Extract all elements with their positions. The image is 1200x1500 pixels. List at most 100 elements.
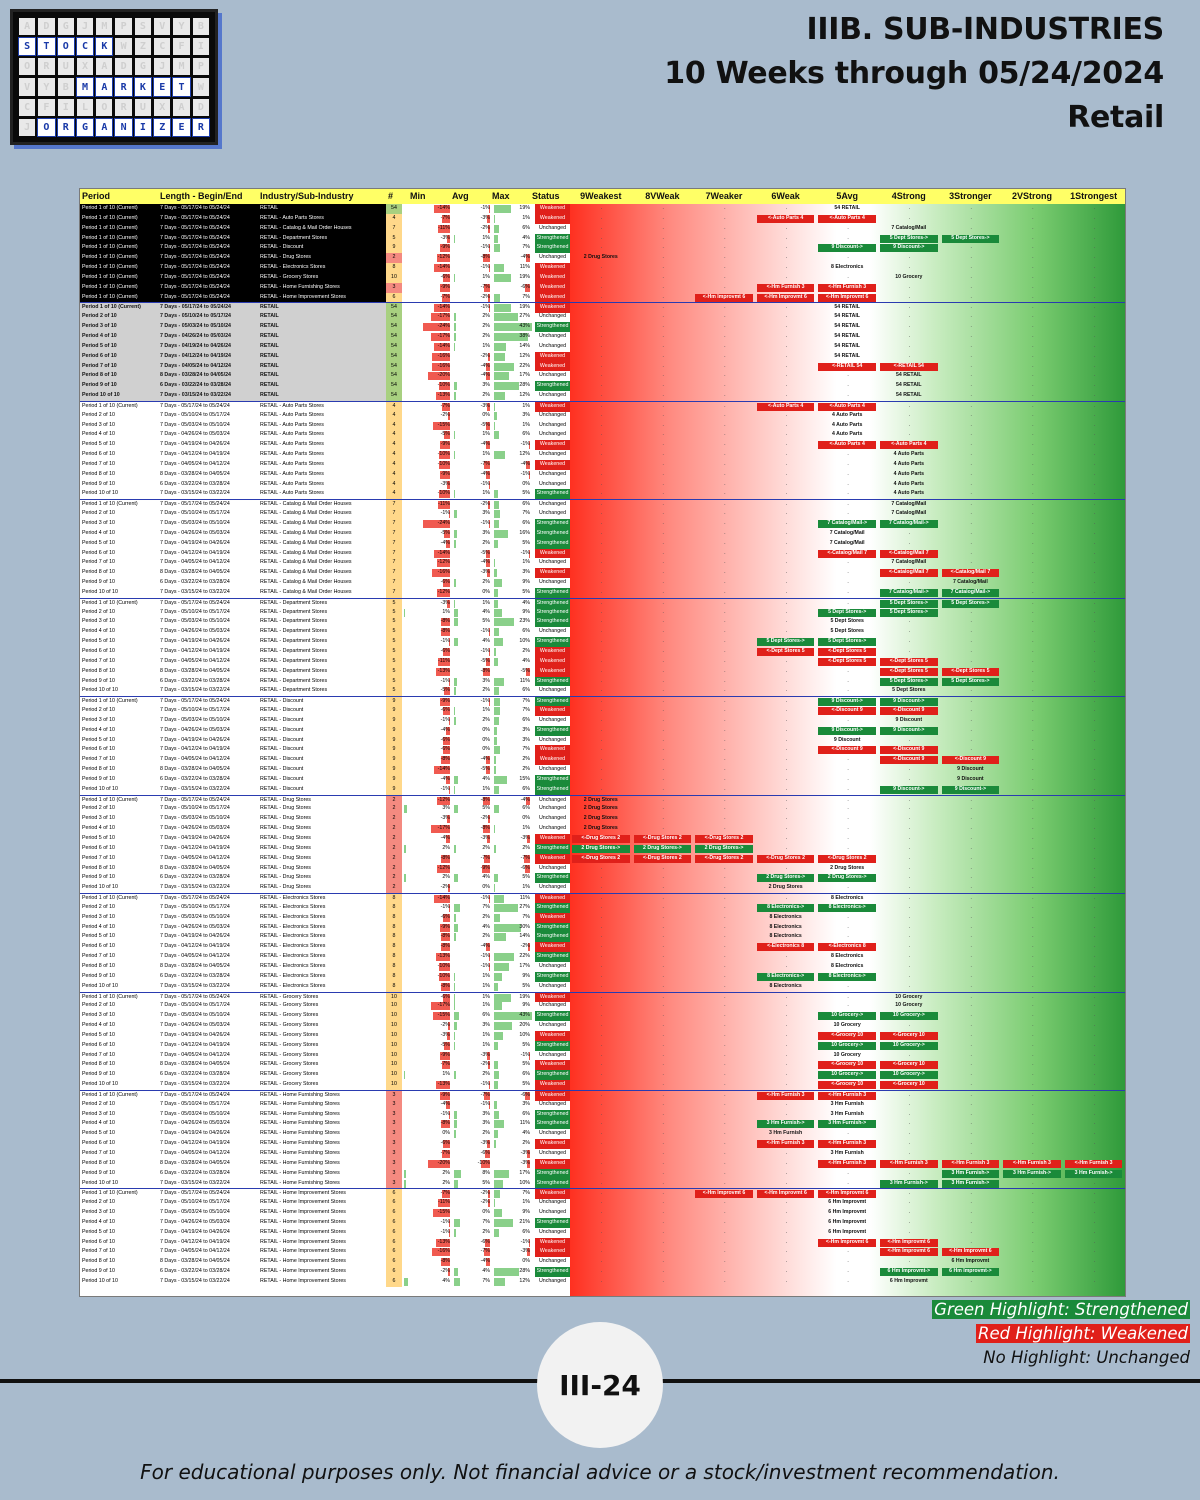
- value-bar: [454, 539, 456, 548]
- cell-max: 9%: [522, 972, 530, 979]
- value-bar: [494, 972, 502, 981]
- value-bar: [454, 716, 456, 725]
- cell-industry: RETAIL - Department Stores: [260, 647, 328, 654]
- rank-position-label: <-RETAIL 54: [880, 362, 938, 371]
- value-bar: [435, 1081, 450, 1090]
- empty-cell-dot: .: [724, 451, 726, 458]
- cell-avg: 8%: [482, 1169, 490, 1176]
- cell-length: 7 Days - 04/05/24 to 04/12/24: [160, 756, 230, 763]
- rank-position-label: 5 Dept Stores->: [880, 234, 938, 243]
- table-row: Period 6 of 10 7 Days - 04/12/24 to 04/19…: [80, 745, 1125, 756]
- empty-cell-dot: .: [600, 972, 603, 979]
- status-badge: Unchanged: [538, 411, 567, 418]
- cell-max: 5%: [522, 874, 530, 881]
- empty-cell-dot: .: [908, 1051, 911, 1058]
- cell-avg: -8%: [480, 667, 490, 674]
- empty-cell-dot: .: [600, 234, 603, 241]
- empty-cell-dot: .: [1032, 559, 1034, 566]
- logo-letter: O: [37, 117, 56, 137]
- empty-cell-dot: .: [662, 825, 665, 832]
- empty-cell-dot: .: [970, 805, 973, 812]
- value-bar: [494, 1071, 500, 1080]
- cell-industry: RETAIL - Grocery Stores: [260, 1031, 319, 1038]
- cell-period: Period 9 of 10: [82, 1071, 115, 1078]
- value-bar: [494, 372, 510, 381]
- cell-industry: RETAIL - Electronics Stores: [260, 913, 326, 920]
- table-row: Period 5 of 10 7 Days - 04/19/24 to 04/26…: [80, 1129, 1125, 1140]
- cell-industry: RETAIL - Drug Stores: [260, 854, 311, 861]
- cell-min: 2%: [442, 874, 450, 881]
- empty-cell-dot: .: [600, 687, 603, 694]
- empty-cell-dot: .: [847, 1179, 849, 1186]
- rank-position-label: 4 Auto Parts: [832, 421, 863, 428]
- cell-max: 6%: [522, 785, 530, 792]
- cell-count: 6: [386, 292, 402, 303]
- empty-cell-dot: .: [600, 874, 603, 881]
- cell-count: 8: [386, 981, 402, 992]
- empty-cell-dot: .: [1093, 874, 1096, 881]
- empty-cell-dot: .: [724, 588, 726, 595]
- table-row: Period 10 of 10 7 Days - 03/15/24 to 03/2…: [80, 1276, 1125, 1287]
- table-row: Period 7 of 10 7 Days - 04/05/24 to 04/12…: [80, 361, 1125, 372]
- status-badge: Unchanged: [538, 332, 567, 339]
- cell-period: Period 10 of 10: [80, 391, 160, 401]
- cell-min: -7%: [440, 1190, 450, 1197]
- cell-period: Period 7 of 10: [82, 1150, 115, 1156]
- empty-cell-dot: .: [724, 736, 726, 743]
- value-bar: [489, 1100, 490, 1109]
- cell-industry: RETAIL - Electronics Stores: [260, 933, 326, 940]
- value-bar: [494, 273, 511, 282]
- cell-period: Period 2 of 10: [82, 510, 115, 517]
- status-badge: Unchanged: [538, 579, 567, 586]
- cell-length: 7 Days - 05/17/24 to 05/24/24: [158, 243, 260, 254]
- empty-cell-dot: .: [847, 1130, 849, 1137]
- value-bar: [494, 1179, 503, 1188]
- value-bar: [448, 1218, 450, 1227]
- value-bar: [484, 1150, 490, 1158]
- industry-title: Retail: [1067, 100, 1164, 135]
- cell-industry: RETAIL: [258, 322, 388, 332]
- cell-avg: -8%: [480, 254, 490, 261]
- cell-min: -8%: [440, 854, 450, 861]
- cell-period: Period 3 of 10: [80, 322, 160, 332]
- cell-avg: -10%: [477, 1159, 490, 1166]
- value-bar: [454, 1169, 462, 1178]
- empty-cell-dot: .: [970, 304, 973, 311]
- cell-count: 5: [386, 656, 402, 667]
- empty-cell-dot: .: [1093, 1041, 1096, 1048]
- cell-min: -8%: [440, 628, 450, 635]
- cell-length: 6 Days - 03/22/24 to 03/28/24: [160, 775, 230, 782]
- empty-cell-dot: .: [662, 1041, 665, 1048]
- logo-filler-cell: W: [115, 38, 132, 56]
- value-bar: [494, 726, 497, 735]
- empty-cell-dot: .: [724, 411, 726, 418]
- rank-position-label: 9 Discount->: [941, 785, 1000, 794]
- empty-cell-dot: .: [600, 647, 603, 654]
- status-badge: Strengthened: [535, 1178, 570, 1189]
- cell-period: Period 8 of 10: [82, 470, 115, 477]
- cell-max: 5%: [522, 1061, 530, 1068]
- rank-position-label: 3 Hm Furnish: [830, 1150, 864, 1156]
- cell-length: 7 Days - 04/12/24 to 04/19/24: [160, 451, 230, 458]
- empty-cell-dot: .: [1032, 264, 1034, 271]
- cell-max: 15%: [519, 775, 530, 782]
- legend-strengthened: Green Highlight: Strengthened: [932, 1300, 1190, 1319]
- cell-min: -16%: [437, 362, 450, 369]
- cell-period: Period 1 of 10 (Current): [82, 993, 138, 1000]
- cell-avg: 2%: [482, 1071, 490, 1078]
- empty-cell-dot: .: [600, 1150, 603, 1156]
- cell-max: -3%: [520, 835, 530, 841]
- value-bar: [440, 283, 450, 292]
- empty-cell-dot: .: [970, 1140, 973, 1147]
- empty-cell-dot: .: [908, 815, 911, 822]
- cell-period: Period 1 of 10 (Current): [80, 213, 160, 224]
- cell-min: -12%: [437, 559, 450, 566]
- empty-cell-dot: .: [600, 451, 603, 458]
- cell-min: -13%: [437, 392, 450, 399]
- empty-cell-dot: .: [724, 726, 726, 733]
- empty-cell-dot: .: [1032, 421, 1034, 428]
- cell-min: -6%: [440, 993, 450, 1000]
- value-bar: [494, 805, 500, 814]
- cell-period: Period 4 of 10: [82, 529, 115, 536]
- cell-length: 6 Days - 03/22/24 to 03/28/24: [158, 381, 260, 392]
